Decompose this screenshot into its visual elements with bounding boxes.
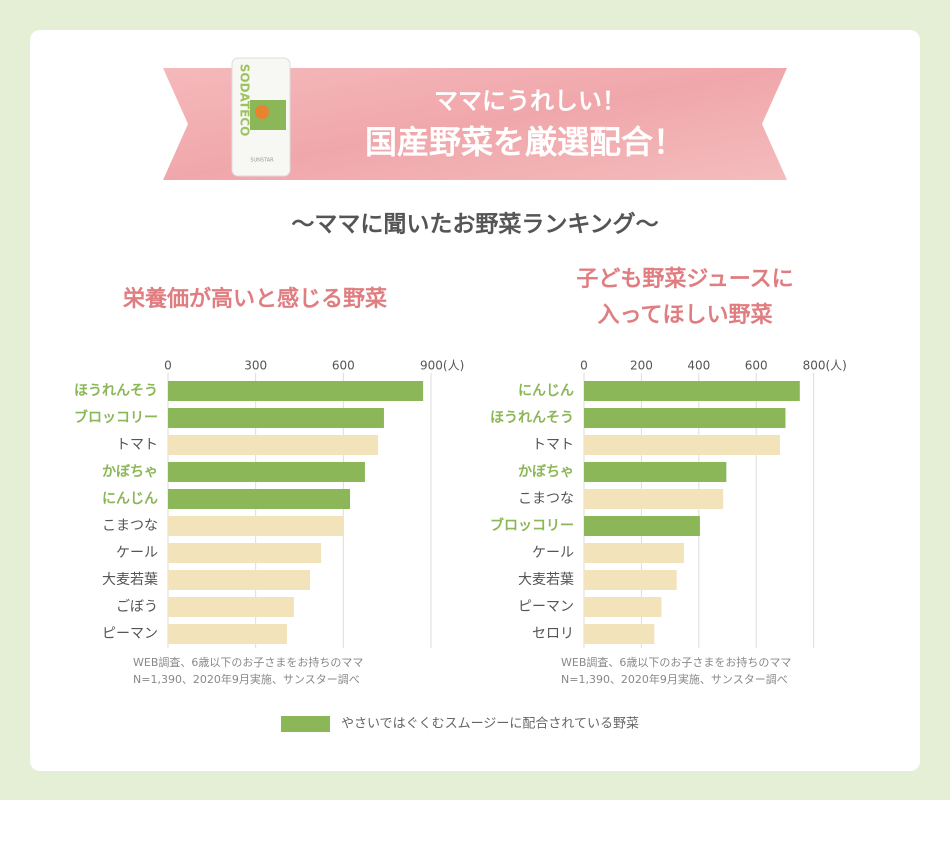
bar: [168, 489, 351, 509]
category-label: にんじん: [102, 491, 158, 507]
x-tick-label: 800(人): [803, 359, 847, 373]
chart-title: 子ども野菜ジュースに: [576, 267, 793, 292]
x-tick-label: 0: [164, 359, 172, 373]
bar: [168, 543, 322, 563]
category-label: トマト: [532, 437, 574, 453]
bar: [168, 570, 311, 590]
note: N=1,390、2020年9月実施、サンスター調べ: [133, 672, 360, 686]
bar: [584, 462, 727, 482]
category-label: かぼちゃ: [102, 464, 158, 480]
bar: [584, 516, 700, 536]
ribbon: [163, 68, 787, 180]
bar: [584, 543, 684, 563]
subtitle: 〜ママに聞いたお野菜ランキング〜: [291, 211, 658, 238]
category-label: セロリ: [532, 626, 574, 642]
bar: [584, 624, 655, 644]
category-label: かぼちゃ: [518, 464, 574, 480]
legend-swatch: [281, 716, 330, 732]
bar: [584, 489, 724, 509]
x-tick-label: 0: [580, 359, 588, 373]
category-label: ケール: [116, 545, 158, 561]
x-tick-label: 400: [687, 359, 710, 373]
bar: [168, 381, 424, 401]
bar: [584, 435, 781, 455]
note: WEB調査、6歳以下のお子さまをお持ちのママ: [561, 655, 791, 669]
bar: [584, 381, 800, 401]
category-label: ケール: [532, 545, 574, 561]
legend-label: やさいではぐくむスムージーに配合されている野菜: [341, 717, 639, 732]
maker: SUNSTAR: [250, 158, 274, 164]
bar: [168, 624, 287, 644]
note: WEB調査、6歳以下のお子さまをお持ちのママ: [133, 655, 363, 669]
banner-line2: 国産野菜を厳選配合！: [365, 123, 685, 161]
x-tick-label: 600: [745, 359, 768, 373]
x-tick-label: 900(人): [420, 359, 464, 373]
bar: [584, 570, 677, 590]
chart-title: 入ってほしい野菜: [598, 303, 773, 328]
banner-line1: ママにうれしい！: [434, 87, 626, 115]
bar: [168, 462, 365, 482]
x-tick-label: 300: [244, 359, 267, 373]
category-label: ブロッコリー: [74, 409, 158, 426]
bar: [168, 408, 384, 428]
x-tick-label: 600: [332, 359, 355, 373]
category-label: ほうれんそう: [74, 383, 158, 399]
bar: [584, 597, 662, 617]
category-label: ブロッコリー: [490, 517, 574, 534]
category-label: こまつな: [102, 518, 158, 534]
category-label: ほうれんそう: [490, 410, 574, 426]
category-label: 大麦若葉: [518, 572, 574, 588]
bar: [168, 435, 379, 455]
category-label: ピーマン: [102, 626, 158, 642]
bar: [168, 516, 344, 536]
category-label: ごぼう: [116, 599, 158, 615]
note: N=1,390、2020年9月実施、サンスター調べ: [561, 672, 788, 686]
category-label: こまつな: [518, 491, 574, 507]
bar: [584, 408, 786, 428]
x-tick-label: 200: [630, 359, 653, 373]
brand: SODATECO: [238, 64, 252, 137]
bar: [168, 597, 294, 617]
product-pack: SODATECO SUNSTAR: [231, 57, 291, 177]
category-label: トマト: [116, 437, 158, 453]
category-label: ピーマン: [518, 599, 574, 615]
category-label: にんじん: [518, 383, 574, 399]
category-label: 大麦若葉: [102, 572, 158, 588]
chart-title: 栄養価が高いと感じる野菜: [122, 286, 387, 312]
